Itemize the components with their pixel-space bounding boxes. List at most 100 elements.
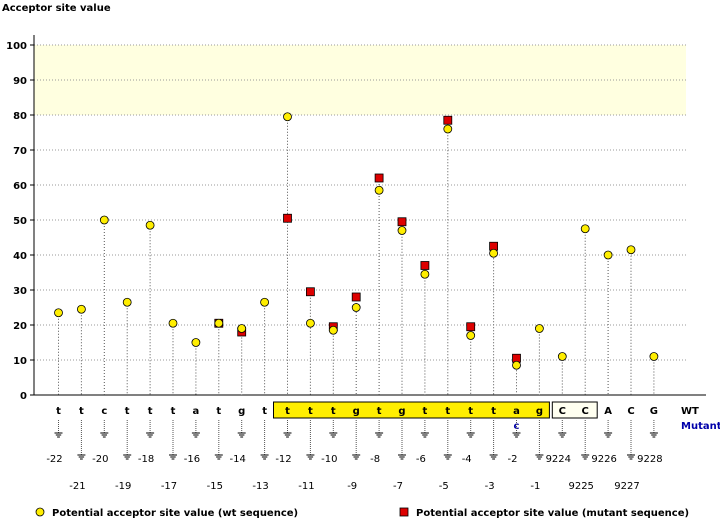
wt-point-9224 <box>557 352 567 361</box>
wt-point-9225 <box>580 224 590 234</box>
chart-title: Acceptor site value <box>2 3 111 14</box>
base--14: g <box>238 406 245 417</box>
wt-point--15 <box>214 318 224 328</box>
wt-point--11 <box>305 318 315 328</box>
position-label-9225: 9225 <box>568 481 593 492</box>
y-tick-label: 60 <box>13 181 27 192</box>
position-label--8: -8 <box>370 454 380 465</box>
y-tick-label: 0 <box>20 391 27 402</box>
wt-point--10 <box>328 325 338 335</box>
base--7: g <box>398 406 405 417</box>
base--4: t <box>468 406 473 417</box>
position-label-9224: 9224 <box>546 454 571 465</box>
position-label--7: -7 <box>393 481 403 492</box>
wt-point--20 <box>99 215 109 225</box>
highlight-band <box>34 45 686 115</box>
position-label--22: -22 <box>46 454 62 465</box>
base--12: t <box>285 406 290 417</box>
legend-mutant-label: Potential acceptor site value (mutant se… <box>416 508 689 519</box>
base--20: c <box>101 406 107 417</box>
wt-point--7 <box>397 226 407 235</box>
mutant-point--4 <box>466 322 476 332</box>
sequence-row: ttctttatgttttgtgttttagCCACGcWTMutant <box>56 401 720 432</box>
base--1: g <box>536 406 543 417</box>
position-label--10: -10 <box>321 454 337 465</box>
y-tick-label: 100 <box>6 41 27 52</box>
position-label--12: -12 <box>275 454 291 465</box>
y-tick-label: 80 <box>13 111 27 122</box>
position-label--20: -20 <box>92 454 108 465</box>
base--17: t <box>171 406 176 417</box>
position-label--2: -2 <box>508 454 518 465</box>
mutant-point--9 <box>351 292 361 302</box>
stems <box>58 116 655 395</box>
position-label--15: -15 <box>207 481 223 492</box>
wt-point--16 <box>191 338 201 347</box>
mutant-point--8 <box>374 173 384 183</box>
position-label--4: -4 <box>462 454 472 465</box>
wt-point--22 <box>54 308 63 318</box>
base--22: t <box>56 406 61 417</box>
position-label--5: -5 <box>439 481 449 492</box>
mutant-row-label: Mutant <box>681 421 720 432</box>
wt-point--6 <box>420 269 430 279</box>
wt-point--18 <box>145 220 155 230</box>
wt-point-9227 <box>626 245 636 255</box>
legend-mutant-marker <box>399 507 409 517</box>
position-label--21: -21 <box>69 481 85 492</box>
wt-point--19 <box>122 297 132 307</box>
base--21: t <box>79 406 84 417</box>
position-label--9: -9 <box>347 481 357 492</box>
position-label--13: -13 <box>252 481 268 492</box>
mutant-point--11 <box>305 287 315 297</box>
legend: Potential acceptor site value (wt sequen… <box>35 507 689 519</box>
wt-point--13 <box>260 297 270 307</box>
position-label--14: -14 <box>230 454 246 465</box>
base--15: t <box>216 406 221 417</box>
base--8: t <box>377 406 382 417</box>
data-points <box>54 112 659 370</box>
position-label--17: -17 <box>161 481 177 492</box>
wt-point--4 <box>466 331 476 340</box>
intron-sequence-box <box>273 401 550 419</box>
base--10: t <box>331 406 336 417</box>
wt-point--3 <box>489 248 499 258</box>
base--18: t <box>148 406 153 417</box>
position-label--18: -18 <box>138 454 154 465</box>
wt-row-label: WT <box>681 406 699 417</box>
position-ticks: -22 -21 -20 -19 -18 -17 -16 -15 -14 -13 -12 -11 -10 -… <box>46 420 663 492</box>
y-tick-label: 50 <box>13 216 27 227</box>
position-label--19: -19 <box>115 481 131 492</box>
y-tick-label: 10 <box>13 356 27 367</box>
base--3: t <box>491 406 496 417</box>
mutant-point--7 <box>397 217 407 227</box>
gridlines <box>34 44 686 361</box>
y-tick-label: 20 <box>13 321 27 332</box>
base--6: t <box>423 406 428 417</box>
wt-point-9226 <box>603 250 613 260</box>
base--2: a <box>513 406 520 417</box>
base--9: g <box>353 406 360 417</box>
base-9225: C <box>582 406 589 417</box>
base--13: t <box>262 406 267 417</box>
position-label--6: -6 <box>416 454 426 465</box>
wt-point--1 <box>535 324 544 333</box>
y-tick-label: 30 <box>13 286 27 297</box>
y-tick-label: 70 <box>13 146 27 157</box>
base-9224: C <box>559 406 566 417</box>
base-9228: G <box>650 406 658 417</box>
wt-point--5 <box>443 124 453 134</box>
base--11: t <box>308 406 313 417</box>
wt-point--17 <box>168 318 178 328</box>
position-label--3: -3 <box>485 481 495 492</box>
axes: 0 10 20 30 40 50 60 70 80 90 100 <box>6 35 706 402</box>
mutant-point--12 <box>283 213 292 223</box>
wt-point--2 <box>512 360 521 370</box>
exon-sequence-box <box>551 401 598 419</box>
base--16: a <box>193 406 200 417</box>
wt-point--21 <box>77 304 86 314</box>
legend-wt-marker <box>35 507 45 517</box>
wt-point--12 <box>283 112 292 122</box>
wt-point--14 <box>237 324 247 333</box>
